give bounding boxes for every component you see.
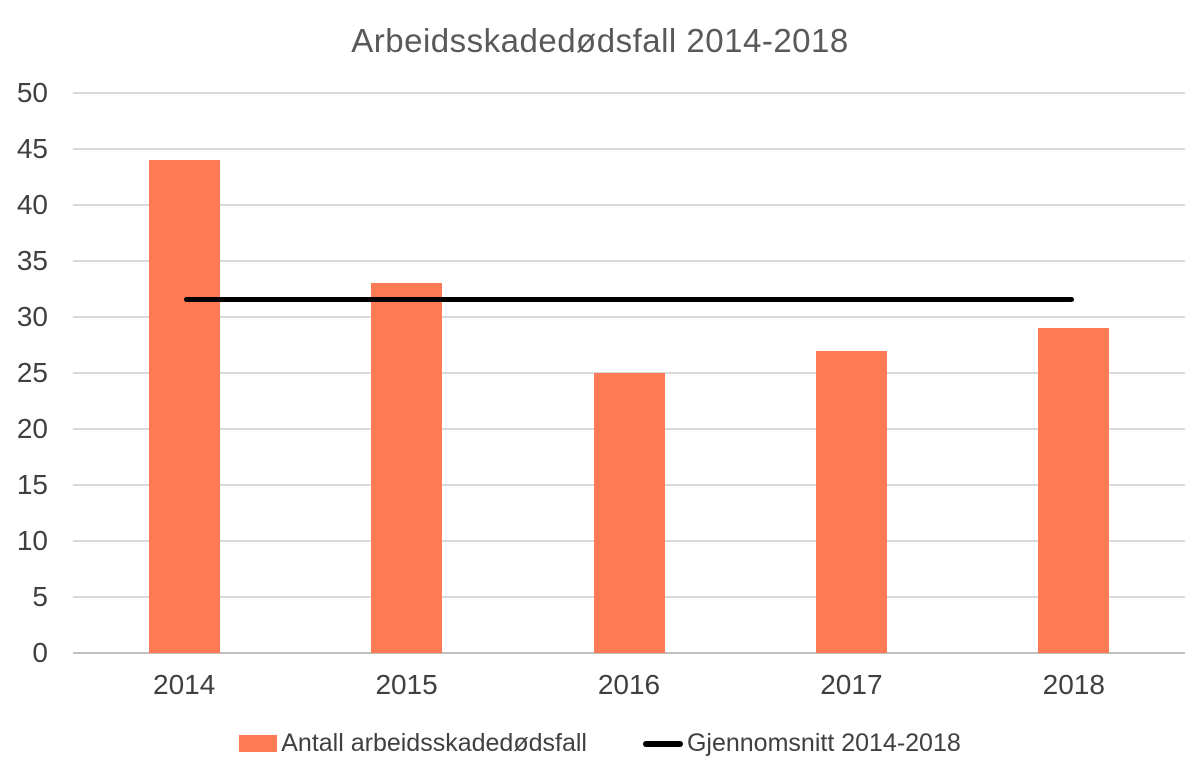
bar-2014 <box>148 160 220 653</box>
gridline-0 <box>73 652 1185 654</box>
x-tick-label-2017: 2017 <box>820 669 883 700</box>
line-series-swatch-icon <box>642 740 683 747</box>
legend-item-line-series: Gjennomsnitt 2014-2018 <box>642 729 961 758</box>
x-tick-label-2018: 2018 <box>1042 669 1105 700</box>
bar-series-swatch-icon <box>239 735 278 752</box>
bar-2016 <box>593 373 665 653</box>
y-tick-label-15: 15 <box>16 469 48 500</box>
x-tick-label-2016: 2016 <box>597 669 661 700</box>
y-tick-label-40: 40 <box>16 189 48 220</box>
y-tick-label-35: 35 <box>16 245 48 276</box>
gridline-30 <box>73 316 1185 318</box>
gridline-40 <box>73 204 1185 206</box>
bar-2015 <box>371 283 443 653</box>
y-tick-label-30: 30 <box>16 301 48 332</box>
legend: Antall arbeidsskadedødsfall Gjennomsnitt… <box>0 729 1200 758</box>
y-tick-label-10: 10 <box>16 525 48 556</box>
plot-area <box>73 92 1185 654</box>
y-tick-label-50: 50 <box>16 77 48 108</box>
x-axis: 2014 2015 2016 2017 2018 <box>73 669 1185 709</box>
gridline-50 <box>73 92 1185 94</box>
x-tick-label-2014: 2014 <box>153 669 216 700</box>
y-tick-label-5: 5 <box>32 581 48 612</box>
y-tick-label-25: 25 <box>16 357 48 388</box>
legend-label-bar-series: Antall arbeidsskadedødsfall <box>281 729 587 757</box>
chart-title: Arbeidsskadedødsfall 2014-2018 <box>351 22 849 59</box>
y-axis: 0 5 10 15 20 25 30 35 40 45 50 <box>0 78 48 668</box>
y-tick-label-20: 20 <box>16 413 48 444</box>
gridline-35 <box>73 260 1185 262</box>
legend-label-line-series: Gjennomsnitt 2014-2018 <box>686 729 961 757</box>
gridline-45 <box>73 148 1185 150</box>
average-line <box>184 296 1074 302</box>
bar-2018 <box>1038 328 1110 653</box>
x-tick-label-2015: 2015 <box>375 669 438 700</box>
bar-2017 <box>815 350 887 653</box>
y-tick-label-0: 0 <box>32 637 48 668</box>
y-tick-label-45: 45 <box>16 133 48 164</box>
legend-item-bar-series: Antall arbeidsskadedødsfall <box>239 729 587 758</box>
